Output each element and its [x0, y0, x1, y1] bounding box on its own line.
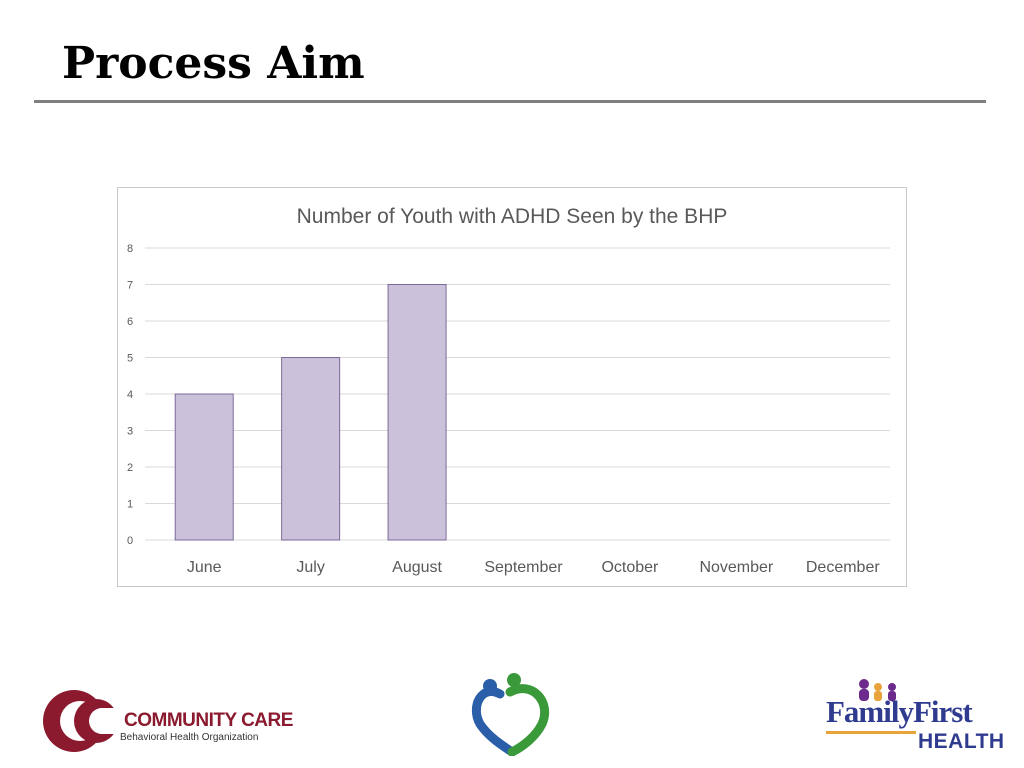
family-first-health-logo: FamilyFirst HEALTH: [822, 678, 1004, 758]
y-tick-label: 4: [127, 389, 133, 401]
x-category-label: August: [392, 559, 442, 576]
y-tick-label: 6: [127, 316, 133, 328]
community-care-logo: COMMUNITY CARE Behavioral Health Organiz…: [40, 688, 293, 752]
gridlines: [145, 247, 890, 541]
family-first-underline: [826, 731, 916, 734]
y-tick-label: 3: [127, 426, 133, 438]
x-category-label: December: [806, 559, 880, 576]
heart-people-logo-icon: [471, 673, 550, 756]
bar-august: [387, 284, 447, 541]
bar-july: [281, 357, 341, 541]
x-category-label: November: [699, 559, 773, 576]
y-tick-label: 1: [127, 499, 133, 511]
x-category-label: September: [484, 559, 563, 576]
family-first-name: FamilyFirst: [826, 694, 973, 729]
bars: [174, 284, 447, 541]
y-tick-label: 2: [127, 462, 133, 474]
slide-title: Process Aim: [62, 38, 365, 89]
y-tick-label: 0: [127, 535, 133, 547]
family-people-icon: [859, 679, 896, 701]
title-divider: [34, 100, 986, 103]
y-tick-label: 7: [127, 280, 133, 292]
family-first-health: HEALTH: [918, 730, 1005, 753]
chart-frame: [117, 187, 907, 587]
community-care-name: COMMUNITY CARE: [124, 710, 293, 731]
x-category-label: July: [296, 559, 324, 576]
community-care-subtitle: Behavioral Health Organization: [120, 732, 259, 743]
x-axis-categories: June July August September October November De…: [187, 559, 880, 576]
y-tick-label: 8: [127, 243, 133, 255]
bar-june: [174, 393, 234, 541]
y-axis-ticks: 0 1 2 3 4 5 6 7 8: [127, 243, 133, 547]
bar-chart: Number of Youth with ADHD Seen by the BH…: [127, 205, 890, 576]
community-care-mark-icon: [43, 690, 124, 752]
chart-title: Number of Youth with ADHD Seen by the BH…: [297, 205, 728, 228]
x-category-label: June: [187, 559, 222, 576]
y-tick-label: 5: [127, 353, 133, 365]
x-category-label: October: [601, 559, 659, 576]
